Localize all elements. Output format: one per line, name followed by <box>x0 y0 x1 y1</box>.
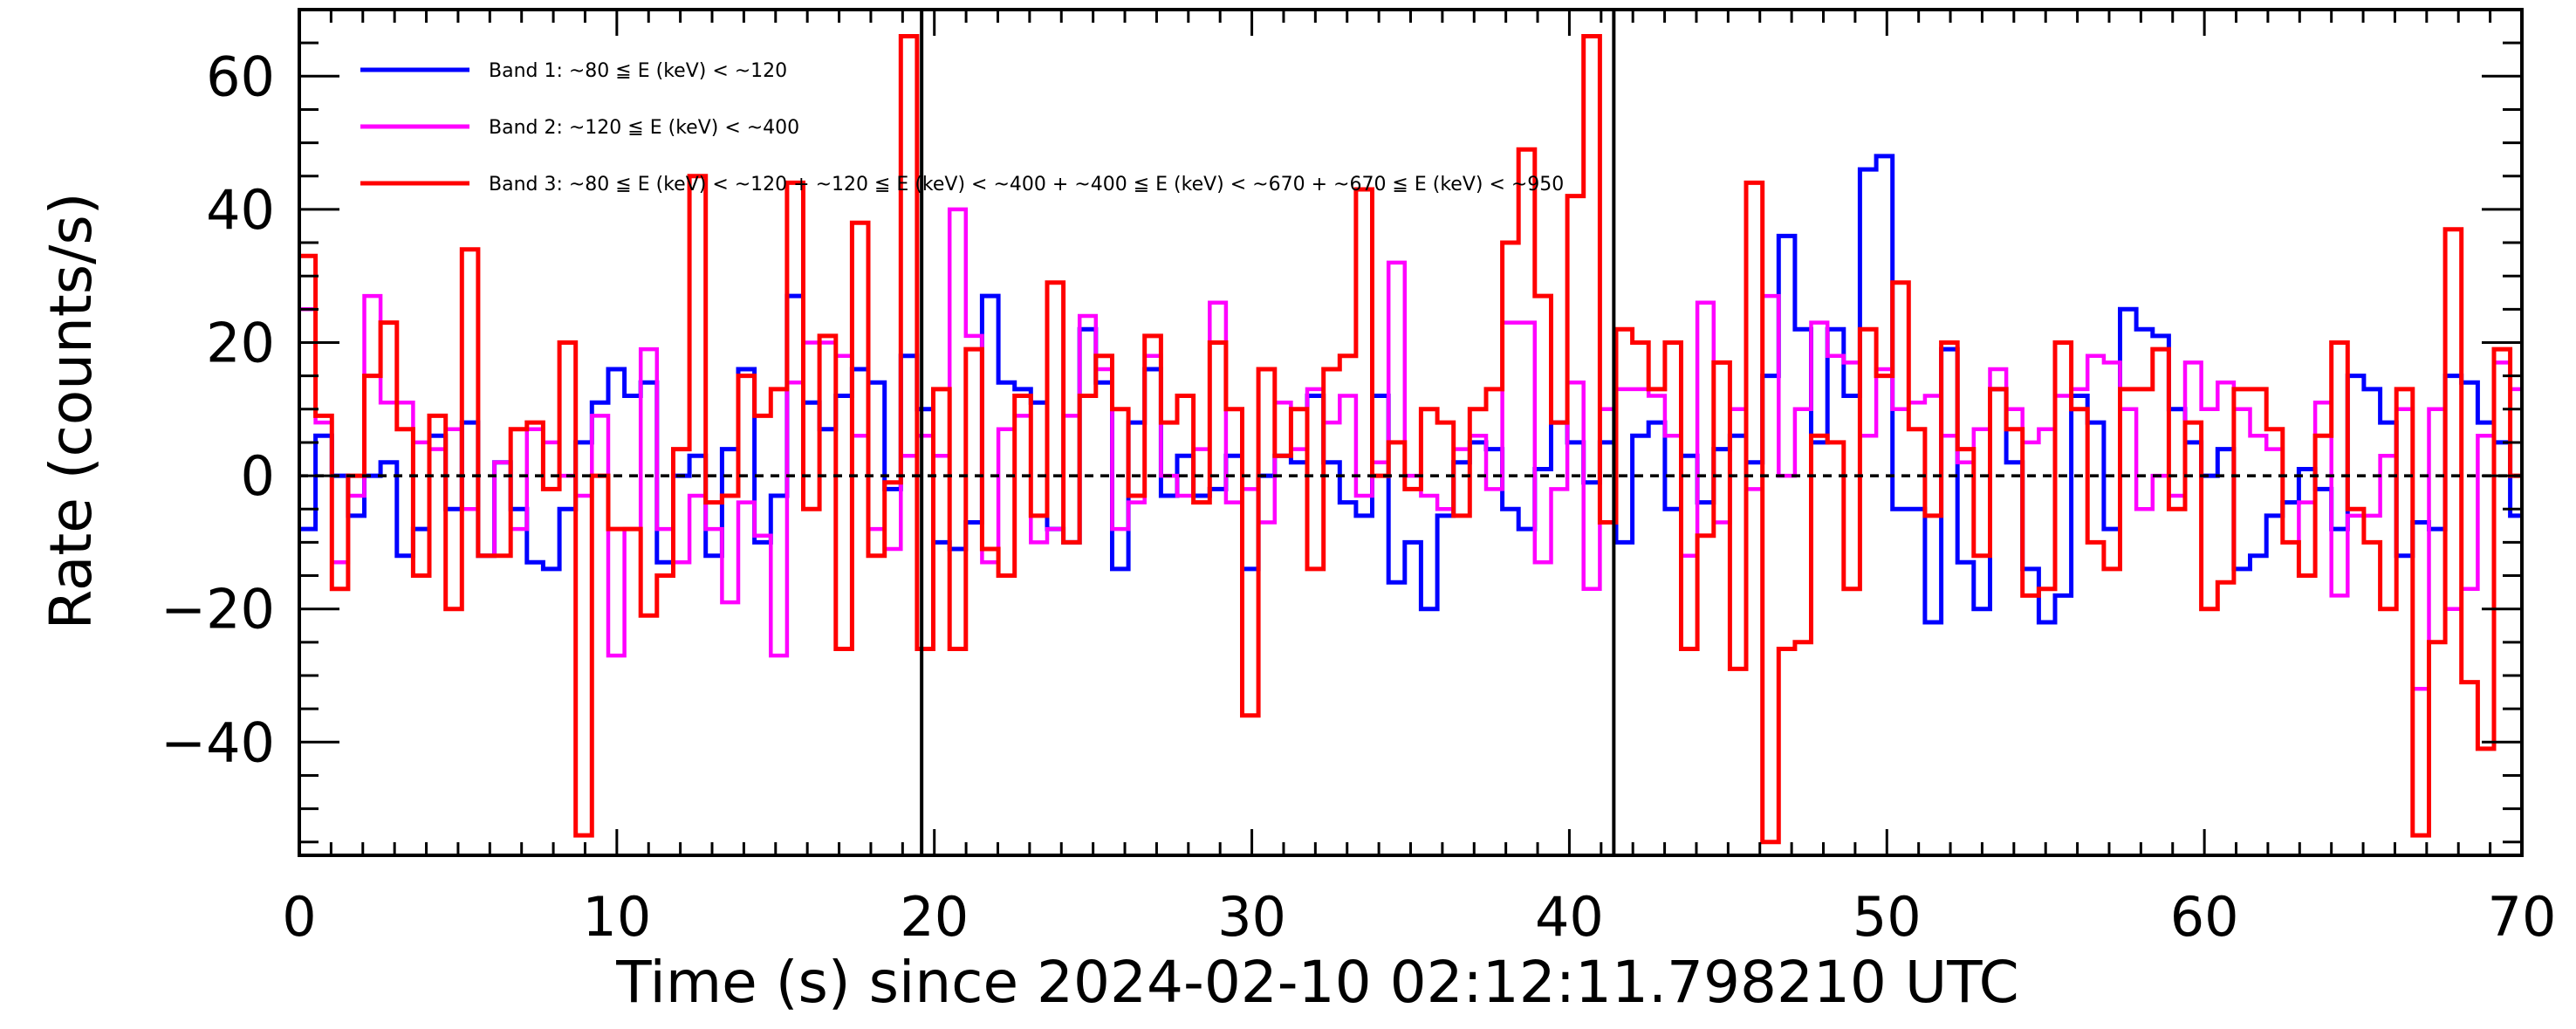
y-axis-label: Rate (counts/s) <box>38 192 105 629</box>
x-axis-label: Time (s) since 2024-02-10 02:12:11.79821… <box>615 949 2019 1016</box>
x-tick-label: 60 <box>2170 885 2239 949</box>
y-tick-label: 60 <box>206 45 275 108</box>
x-tick-label: 10 <box>582 885 651 949</box>
series-line-2 <box>299 207 2522 691</box>
series-line-1 <box>299 154 2522 625</box>
x-tick-label: 20 <box>900 885 969 949</box>
x-tick-label: 40 <box>1535 885 1604 949</box>
y-tick-label: 0 <box>241 444 275 508</box>
y-tick-label: 20 <box>206 311 275 374</box>
y-tick-label: −40 <box>161 710 275 774</box>
y-tick-label: −20 <box>161 578 275 641</box>
axes: 0 10 20 30 40 50 60 70 −40 −20 0 20 40 60 <box>161 8 2557 949</box>
x-tick-label: 70 <box>2488 885 2557 949</box>
series-group <box>299 34 2522 845</box>
legend-label-2: Band 2: ~120 ≦ E (keV) < ~400 <box>489 117 799 139</box>
x-tick-label: 50 <box>1853 885 1922 949</box>
y-tick-label: 40 <box>206 178 275 242</box>
legend-label-3: Band 3: ~80 ≦ E (keV) < ~120 + ~120 ≦ E … <box>489 174 1564 196</box>
guides-layer <box>299 10 2522 855</box>
legend: Band 1: ~80 ≦ E (keV) < ~120 Band 2: ~120… <box>360 60 1564 196</box>
legend-label-1: Band 1: ~80 ≦ E (keV) < ~120 <box>489 60 787 82</box>
series-line-3 <box>299 34 2522 845</box>
x-tick-label: 0 <box>282 885 316 949</box>
x-tick-label: 30 <box>1217 885 1286 949</box>
series-layer <box>299 34 2522 845</box>
